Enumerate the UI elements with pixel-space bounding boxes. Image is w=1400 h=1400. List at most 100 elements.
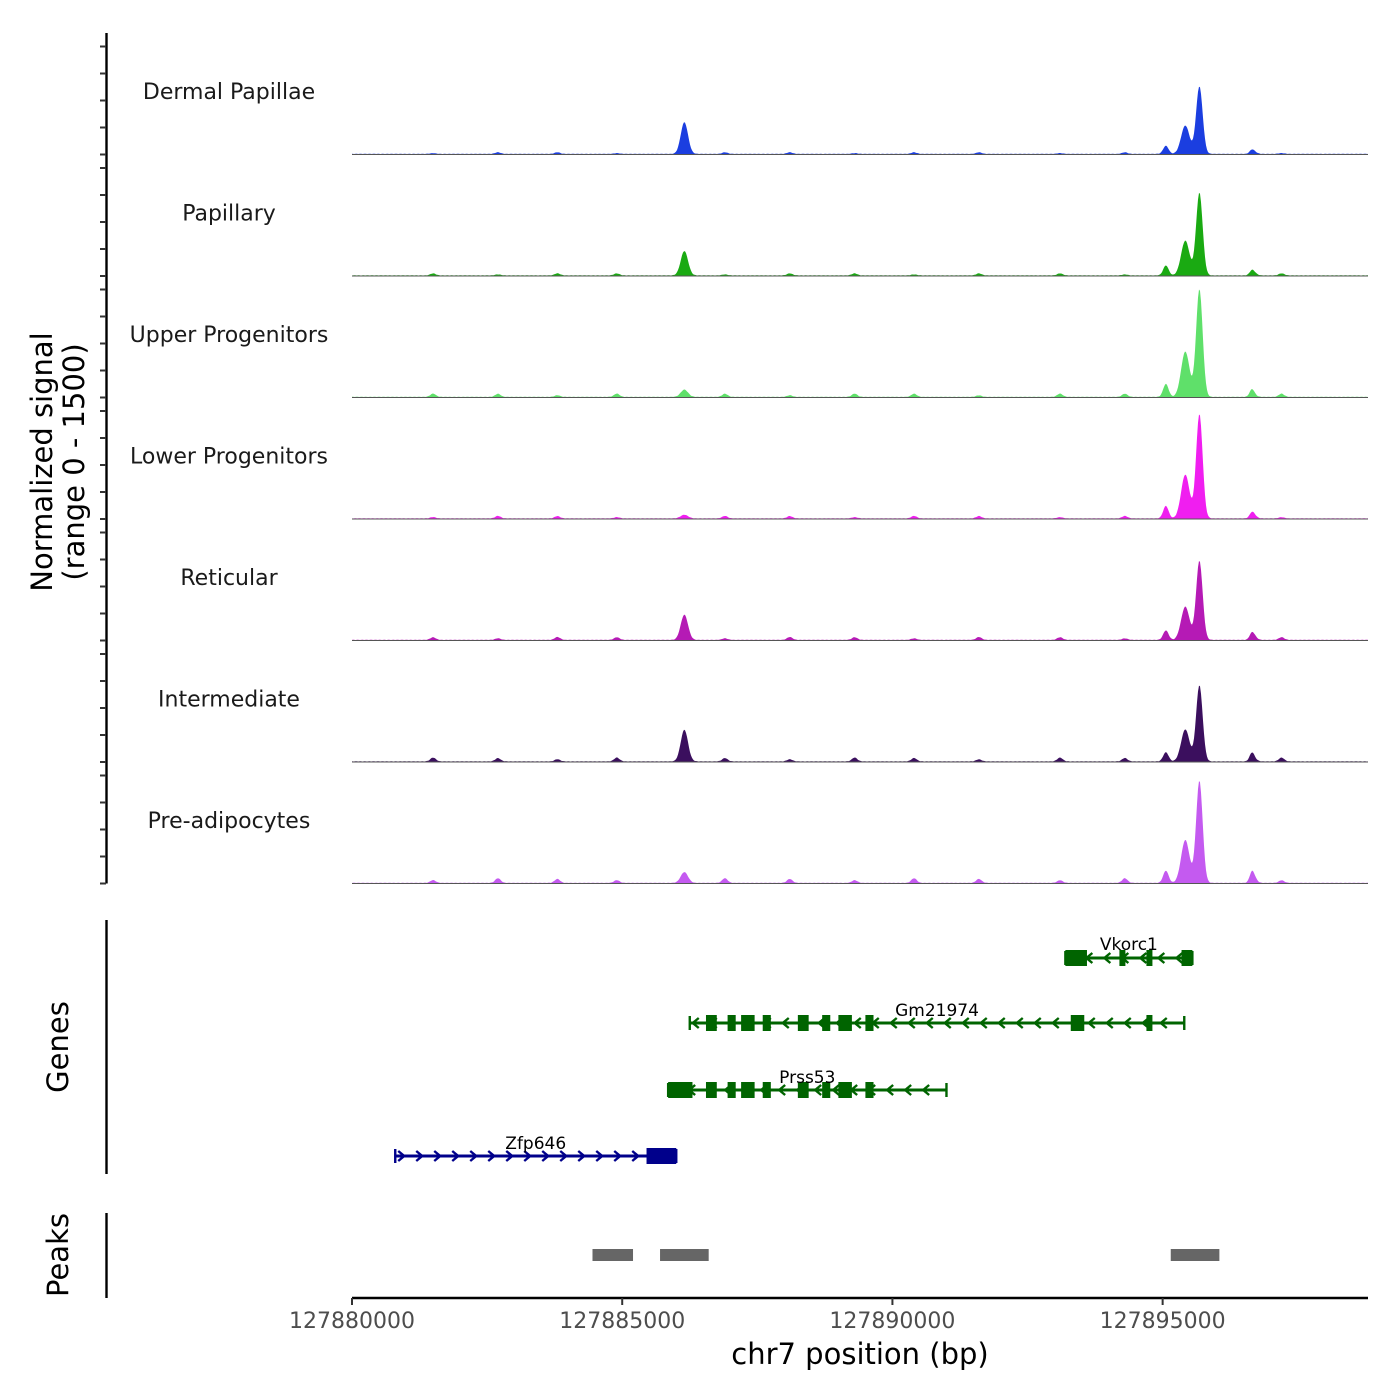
exon xyxy=(1119,950,1126,966)
exon xyxy=(762,1082,771,1098)
strand-arrow xyxy=(690,1017,700,1029)
exon xyxy=(1146,1015,1153,1031)
track-label: Reticular xyxy=(180,566,278,591)
exon xyxy=(1065,950,1087,966)
strand-arrow xyxy=(777,1084,786,1096)
track-label: Pre-adipocytes xyxy=(148,809,311,834)
signal-area-track-1 xyxy=(352,86,1368,155)
strand-arrow xyxy=(921,1084,930,1096)
strand-arrow xyxy=(831,1084,840,1096)
y-axis-title-line2: (range 0 - 1500) xyxy=(57,343,91,580)
exon xyxy=(668,1082,693,1098)
track-label: Upper Progenitors xyxy=(130,323,329,348)
strand-arrow xyxy=(613,1150,623,1162)
peak-region xyxy=(660,1249,709,1261)
peak-region xyxy=(1170,1249,1220,1261)
strand-arrow xyxy=(1050,1017,1060,1029)
x-axis: 127880000 127885000 127890000 127895000 xyxy=(289,1296,1368,1334)
strand-arrow xyxy=(978,1017,988,1029)
gene-label: Prss53 xyxy=(779,1068,835,1088)
strand-arrow xyxy=(996,1017,1006,1029)
gene-annotation-track: Vkorc1 Gm21974 Prss53 Zfp646 xyxy=(394,935,1194,1164)
strand-arrow xyxy=(1174,952,1184,964)
exon xyxy=(762,1015,771,1031)
exon xyxy=(705,1015,717,1031)
strand-arrow xyxy=(1156,952,1166,964)
exon xyxy=(865,1015,874,1031)
exon xyxy=(838,1082,852,1098)
exon xyxy=(1070,1015,1085,1031)
x-tick-label: 127885000 xyxy=(559,1309,685,1334)
x-axis-title: chr7 position (bp) xyxy=(731,1337,988,1371)
exon xyxy=(705,1082,717,1098)
strand-arrow xyxy=(1104,1017,1114,1029)
strand-arrow xyxy=(559,1150,569,1162)
signal-tracks xyxy=(352,86,1368,884)
strand-arrow xyxy=(885,1084,894,1096)
strand-arrow xyxy=(523,1150,533,1162)
strand-arrow xyxy=(415,1150,425,1162)
strand-arrow xyxy=(780,1017,790,1029)
exon xyxy=(741,1082,755,1098)
signal-area-track-6 xyxy=(352,685,1368,762)
signal-area-track-7 xyxy=(352,780,1368,884)
strand-arrow xyxy=(631,1150,641,1162)
gene-label: Vkorc1 xyxy=(1100,935,1158,955)
y-axis-title-line1: Normalized signal xyxy=(25,332,59,591)
peaks-axis-title: Peaks xyxy=(41,1213,75,1297)
exon xyxy=(727,1082,736,1098)
strand-arrow xyxy=(906,1017,916,1029)
strand-arrow xyxy=(888,1017,898,1029)
track-labels: Dermal Papillae Papillary Upper Progenitor… xyxy=(130,80,329,834)
strand-arrow xyxy=(1122,1017,1132,1029)
strand-arrow xyxy=(487,1150,497,1162)
strand-arrow xyxy=(433,1150,443,1162)
track-label: Intermediate xyxy=(158,688,300,713)
exon xyxy=(727,1015,736,1031)
peak-region xyxy=(592,1249,634,1261)
gene-label: Gm21974 xyxy=(895,1001,979,1021)
peak-regions-track xyxy=(592,1249,1220,1261)
strand-arrow xyxy=(577,1150,587,1162)
exon xyxy=(838,1015,852,1031)
strand-arrow xyxy=(942,1017,952,1029)
exon xyxy=(822,1082,831,1098)
x-tick-label: 127880000 xyxy=(289,1309,415,1334)
strand-arrow xyxy=(595,1150,605,1162)
strand-arrow xyxy=(469,1150,479,1162)
strand-arrow xyxy=(505,1150,515,1162)
strand-arrow xyxy=(1086,1017,1096,1029)
strand-arrow xyxy=(541,1150,551,1162)
strand-arrow xyxy=(451,1150,461,1162)
exon xyxy=(646,1148,677,1164)
exon xyxy=(865,1082,874,1098)
exon xyxy=(797,1082,809,1098)
strand-arrow xyxy=(1158,1017,1168,1029)
exon xyxy=(1146,950,1153,966)
strand-arrow xyxy=(1138,952,1148,964)
signal-area-track-3 xyxy=(352,289,1368,398)
exon xyxy=(797,1015,809,1031)
gene-label: Zfp646 xyxy=(505,1134,566,1154)
signal-y-axis xyxy=(100,33,108,885)
strand-arrow xyxy=(397,1150,407,1162)
exon xyxy=(822,1015,831,1031)
strand-arrow xyxy=(903,1084,912,1096)
strand-arrow xyxy=(960,1017,970,1029)
strand-arrow xyxy=(1032,1017,1042,1029)
signal-area-track-2 xyxy=(352,192,1368,276)
strand-arrow xyxy=(813,1084,822,1096)
x-tick-label: 127890000 xyxy=(829,1309,955,1334)
strand-arrow xyxy=(1014,1017,1024,1029)
strand-arrow xyxy=(924,1017,934,1029)
exon xyxy=(741,1015,755,1031)
signal-area-track-5 xyxy=(352,560,1368,641)
exon xyxy=(1181,950,1193,966)
signal-area-track-4 xyxy=(352,414,1368,519)
genes-axis-title: Genes xyxy=(41,1001,75,1093)
x-tick-label: 127895000 xyxy=(1100,1309,1226,1334)
track-label: Papillary xyxy=(182,202,276,227)
track-label: Lower Progenitors xyxy=(130,445,328,470)
strand-arrow xyxy=(852,1017,862,1029)
